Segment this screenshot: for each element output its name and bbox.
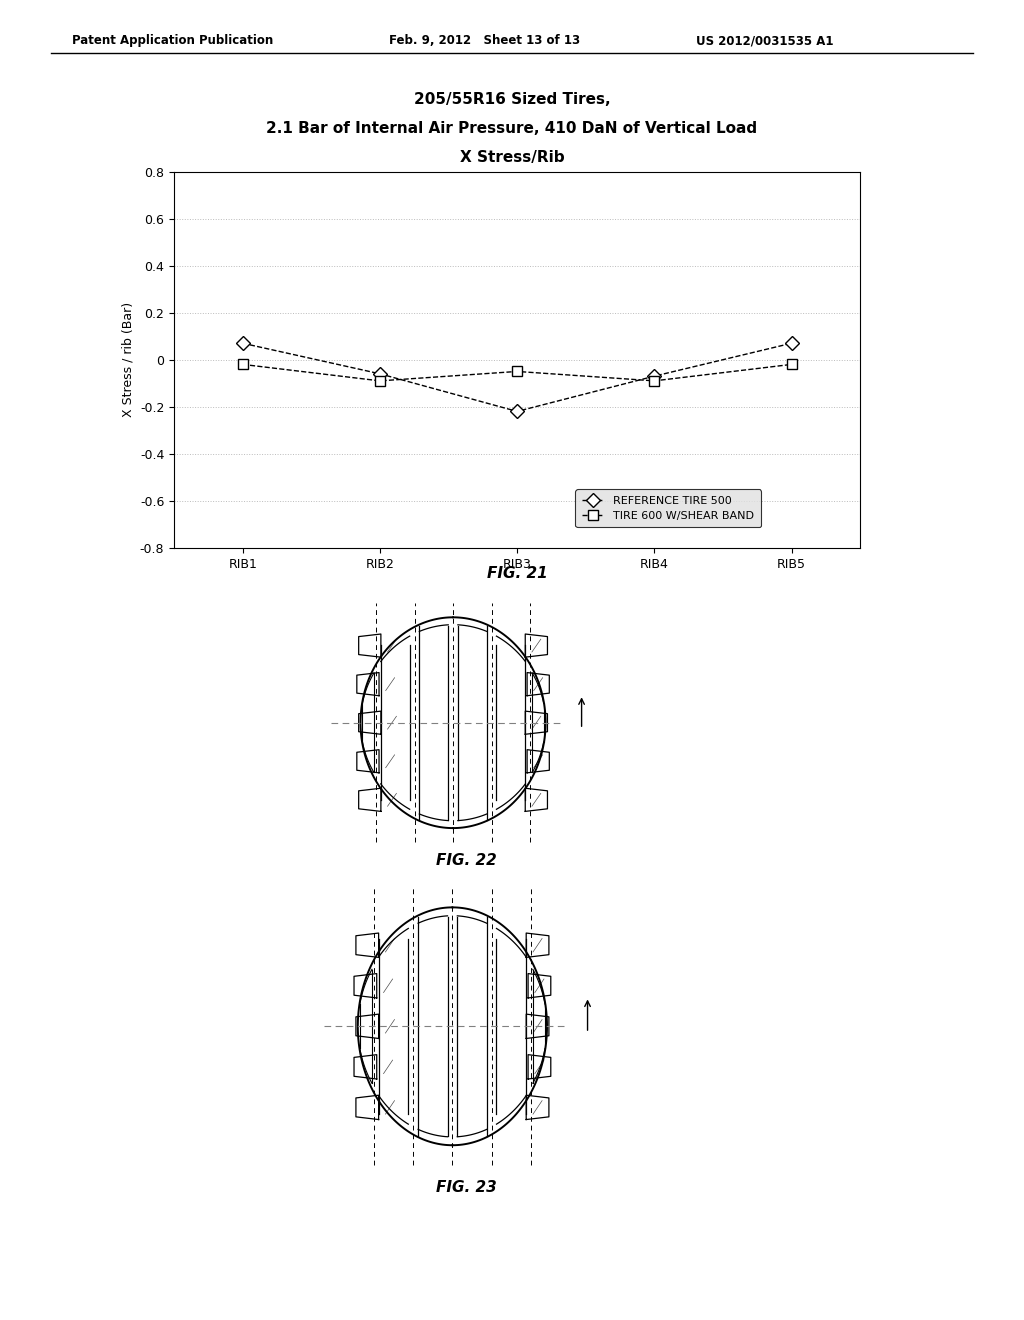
REFERENCE TIRE 500 (511, 404, 523, 420)
REFERENCE TIRE 500 (648, 368, 660, 384)
TIRE 600 W/SHEAR BAND (785, 356, 798, 372)
Text: US 2012/0031535 A1: US 2012/0031535 A1 (696, 34, 834, 48)
Text: X Stress/Rib: X Stress/Rib (460, 150, 564, 165)
TIRE 600 W/SHEAR BAND (374, 374, 386, 389)
Text: 205/55R16 Sized Tires,: 205/55R16 Sized Tires, (414, 92, 610, 107)
Y-axis label: X Stress / rib (Bar): X Stress / rib (Bar) (121, 302, 134, 417)
Legend: REFERENCE TIRE 500, TIRE 600 W/SHEAR BAND: REFERENCE TIRE 500, TIRE 600 W/SHEAR BAN… (575, 490, 761, 527)
Text: FIG. 21: FIG. 21 (486, 566, 548, 581)
TIRE 600 W/SHEAR BAND (511, 363, 523, 379)
Text: FIG. 22: FIG. 22 (435, 853, 497, 867)
TIRE 600 W/SHEAR BAND (648, 374, 660, 389)
REFERENCE TIRE 500 (374, 366, 386, 381)
TIRE 600 W/SHEAR BAND (237, 356, 249, 372)
REFERENCE TIRE 500 (785, 335, 798, 351)
Text: Patent Application Publication: Patent Application Publication (72, 34, 273, 48)
Line: REFERENCE TIRE 500: REFERENCE TIRE 500 (238, 338, 797, 416)
REFERENCE TIRE 500 (237, 335, 249, 351)
Text: FIG. 23: FIG. 23 (435, 1180, 497, 1195)
Text: Feb. 9, 2012   Sheet 13 of 13: Feb. 9, 2012 Sheet 13 of 13 (389, 34, 581, 48)
Line: TIRE 600 W/SHEAR BAND: TIRE 600 W/SHEAR BAND (238, 359, 797, 385)
Text: 2.1 Bar of Internal Air Pressure, 410 DaN of Vertical Load: 2.1 Bar of Internal Air Pressure, 410 Da… (266, 121, 758, 136)
